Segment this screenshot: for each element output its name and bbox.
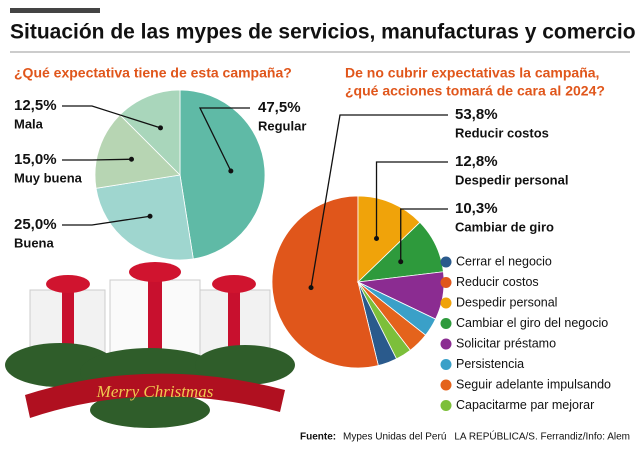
leader-line — [198, 107, 250, 172]
chart2-title: De no cubrir expectativas la campaña, — [345, 65, 599, 81]
leader-line — [62, 105, 161, 129]
leader-dot — [374, 235, 380, 241]
chart2-title: ¿qué acciones tomará de cara al 2024? — [345, 83, 605, 99]
slice-label: Buena — [14, 235, 55, 250]
legend-label: Capacitarme par mejorar — [456, 398, 594, 412]
legend-swatch — [440, 338, 452, 350]
slice-value-label: 12,5% — [14, 97, 57, 114]
leader-dot — [228, 168, 234, 174]
banner-text: Merry Christmas — [96, 382, 214, 401]
legend-swatch — [440, 297, 452, 309]
pie-slice — [271, 195, 379, 369]
legend-label: Cerrar el negocio — [456, 254, 552, 268]
leader-dot — [308, 285, 314, 291]
leader-line — [62, 158, 132, 161]
main-title: Situación de las mypes de servicios, man… — [10, 21, 636, 44]
slice-value-label: 10,3% — [455, 200, 498, 217]
legend-swatch — [440, 277, 452, 288]
pie-slice — [119, 89, 181, 176]
source-label: Fuente: — [300, 432, 336, 443]
legend-label: Persistencia — [456, 357, 524, 371]
leader-dot — [398, 259, 404, 265]
pie-slice — [94, 114, 181, 189]
title-bar — [10, 8, 100, 13]
leader-dot — [147, 213, 153, 219]
leader-dot — [128, 156, 134, 162]
chart1-title: ¿Qué expectativa tiene de esta campaña? — [14, 65, 292, 81]
slice-label: Mala — [14, 116, 44, 131]
leader-line — [62, 215, 151, 226]
leader-line — [375, 161, 448, 239]
slice-label: Cambiar de giro — [455, 219, 554, 234]
christmas-decoration: Merry Christmas — [5, 262, 295, 428]
slice-value-label: 47,5% — [258, 99, 301, 116]
slice-label: Muy buena — [14, 170, 83, 185]
legend-label: Reducir costos — [456, 275, 539, 289]
banner-ribbon — [25, 373, 285, 418]
pie-slice — [357, 195, 421, 283]
leader-line — [400, 208, 448, 262]
legend-label: Seguir adelante impulsando — [456, 377, 611, 391]
legend-swatch — [440, 379, 452, 391]
slice-label: Reducir costos — [455, 125, 549, 140]
leader-line — [310, 114, 448, 288]
credits: LA REPÚBLICA/S. Ferrandiz/Info: Alem — [454, 430, 630, 443]
pie-slice — [179, 89, 266, 260]
legend-swatch — [440, 256, 452, 268]
legend-swatch — [440, 400, 452, 411]
legend-label: Solicitar préstamo — [456, 336, 556, 350]
pie-slice — [357, 281, 411, 360]
legend-swatch — [440, 318, 452, 329]
legend-label: Despedir personal — [456, 295, 557, 309]
slice-value-label: 12,8% — [455, 153, 498, 170]
slice-value-label: 53,8% — [455, 106, 498, 123]
leader-dot — [157, 125, 163, 131]
slice-value-label: 25,0% — [14, 216, 57, 233]
slice-label: Despedir personal — [455, 172, 568, 187]
slice-label: Regular — [258, 118, 306, 133]
legend-label: Cambiar el giro del negocio — [456, 316, 608, 330]
legend-swatch — [440, 359, 452, 370]
source: Mypes Unidas del Perú — [343, 432, 446, 443]
slice-value-label: 15,0% — [14, 151, 57, 168]
